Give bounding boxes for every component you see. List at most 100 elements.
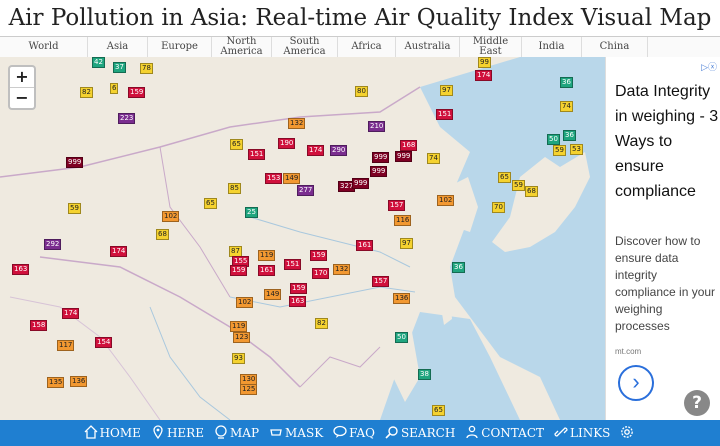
aqi-marker[interactable]: 82 — [80, 87, 93, 98]
aqi-marker[interactable]: 159 — [128, 87, 146, 98]
aqi-marker[interactable]: 68 — [156, 229, 169, 240]
aqi-marker[interactable]: 65 — [204, 198, 217, 209]
nav-item-australia[interactable]: Australia — [396, 37, 460, 57]
aqi-marker[interactable]: 36 — [452, 262, 465, 273]
aqi-marker[interactable]: 163 — [289, 296, 307, 307]
aqi-marker[interactable]: 292 — [44, 239, 62, 250]
aqi-marker[interactable]: 223 — [118, 113, 136, 124]
aqi-marker[interactable]: 116 — [394, 215, 412, 226]
aqi-marker[interactable]: 37 — [113, 62, 126, 73]
aqi-marker[interactable]: 157 — [388, 200, 406, 211]
aqi-marker[interactable]: 132 — [333, 264, 351, 275]
aqi-marker[interactable]: 102 — [437, 195, 455, 206]
aqi-marker[interactable]: 290 — [330, 145, 348, 156]
bottom-nav-map[interactable]: MAP — [214, 424, 259, 442]
aqi-marker[interactable]: 59 — [553, 145, 566, 156]
aqi-marker[interactable]: 135 — [47, 377, 65, 388]
aqi-marker[interactable]: 151 — [248, 149, 266, 160]
aqi-marker[interactable]: 159 — [310, 250, 328, 261]
aqi-marker[interactable]: 53 — [570, 144, 583, 155]
aqi-marker[interactable]: 174 — [62, 308, 80, 319]
aqi-marker[interactable]: 158 — [30, 320, 48, 331]
aqi-marker[interactable]: 74 — [560, 101, 573, 112]
bottom-nav-mask[interactable]: MASK — [269, 425, 323, 442]
aqi-marker[interactable]: 80 — [355, 86, 368, 97]
aqi-marker[interactable]: 117 — [57, 340, 75, 351]
aqi-marker[interactable]: 999 — [352, 178, 370, 189]
aqi-marker[interactable]: 125 — [240, 384, 258, 395]
aqi-marker[interactable]: 132 — [288, 118, 306, 129]
bottom-nav-contact[interactable]: CONTACT — [465, 425, 544, 442]
aqi-marker[interactable]: 136 — [70, 376, 88, 387]
aqi-marker[interactable]: 277 — [297, 185, 315, 196]
aqi-marker[interactable]: 38 — [418, 369, 431, 380]
ad-arrow-button[interactable]: › — [618, 365, 654, 401]
aqi-marker[interactable]: 102 — [236, 297, 254, 308]
aqi-marker[interactable]: 210 — [368, 121, 386, 132]
ad-headline[interactable]: Data Integrity in weighing - 3 Ways to e… — [615, 83, 719, 200]
aqi-marker[interactable]: 59 — [68, 203, 81, 214]
help-button[interactable]: ? — [684, 390, 710, 416]
aqi-marker[interactable]: 70 — [492, 202, 505, 213]
bottom-nav-home[interactable]: HOME — [84, 424, 141, 442]
aqi-marker[interactable]: 36 — [563, 130, 576, 141]
aqi-marker[interactable]: 159 — [290, 283, 308, 294]
ad-description[interactable]: Discover how to ensure data integrity co… — [615, 234, 716, 333]
nav-item-china[interactable]: China — [582, 37, 648, 57]
aqi-marker[interactable]: 149 — [264, 289, 282, 300]
aqi-marker[interactable]: 168 — [400, 140, 418, 151]
aqi-marker[interactable]: 154 — [95, 337, 113, 348]
aqi-marker[interactable]: 59 — [512, 180, 525, 191]
aqi-marker[interactable]: 78 — [140, 63, 153, 74]
aqi-marker[interactable]: 97 — [400, 238, 413, 249]
aqi-marker[interactable]: 136 — [393, 293, 411, 304]
zoom-out-button[interactable]: − — [10, 87, 34, 108]
nav-item-north-america[interactable]: North America — [212, 37, 272, 57]
aqi-marker[interactable]: 119 — [258, 250, 276, 261]
aqi-marker[interactable]: 65 — [498, 172, 511, 183]
aqi-marker[interactable]: 170 — [312, 268, 330, 279]
nav-item-south-america[interactable]: South America — [272, 37, 338, 57]
aqi-marker[interactable]: 190 — [278, 138, 296, 149]
aqi-marker[interactable]: 50 — [547, 134, 560, 145]
nav-item-asia[interactable]: Asia — [88, 37, 148, 57]
aqi-marker[interactable]: 151 — [436, 109, 454, 120]
aqi-marker[interactable]: 97 — [440, 85, 453, 96]
aqi-marker[interactable]: 174 — [307, 145, 325, 156]
aqi-marker[interactable]: 25 — [245, 207, 258, 218]
aqi-marker[interactable]: 93 — [232, 353, 245, 364]
aqi-marker[interactable]: 102 — [162, 211, 180, 222]
aqi-marker[interactable]: 157 — [372, 276, 390, 287]
aqi-marker[interactable]: 74 — [427, 153, 440, 164]
aqi-marker[interactable]: 50 — [395, 332, 408, 343]
nav-item-india[interactable]: India — [522, 37, 582, 57]
adchoices-icon[interactable]: ▷ⓧ — [701, 62, 717, 72]
nav-item-middle-east[interactable]: Middle East — [460, 37, 522, 57]
aqi-marker[interactable]: 999 — [66, 157, 84, 168]
aqi-marker[interactable]: 65 — [230, 139, 243, 150]
aqi-marker[interactable]: 161 — [258, 265, 276, 276]
aqi-marker[interactable]: 999 — [370, 166, 388, 177]
nav-item-europe[interactable]: Europe — [148, 37, 212, 57]
bottom-nav-links[interactable]: LINKS — [554, 425, 610, 442]
aqi-marker[interactable]: 159 — [230, 265, 248, 276]
aqi-marker[interactable]: 65 — [432, 405, 445, 416]
aqi-marker[interactable]: 149 — [283, 173, 301, 184]
aqi-marker[interactable]: 85 — [228, 183, 241, 194]
aqi-marker[interactable]: 42 — [92, 57, 105, 68]
aqi-marker[interactable]: 174 — [110, 246, 128, 257]
aqi-marker[interactable]: 151 — [284, 259, 302, 270]
aqi-marker[interactable]: 163 — [12, 264, 30, 275]
aqi-marker[interactable]: 6 — [110, 83, 119, 94]
nav-item-africa[interactable]: Africa — [338, 37, 396, 57]
aqi-marker[interactable]: 999 — [395, 151, 413, 162]
aqi-marker[interactable]: 119 — [230, 321, 248, 332]
aqi-marker[interactable]: 161 — [356, 240, 374, 251]
aqi-marker[interactable]: 36 — [560, 77, 573, 88]
aqi-marker[interactable]: 68 — [525, 186, 538, 197]
nav-item-world[interactable]: World — [0, 37, 88, 57]
bottom-nav-faq[interactable]: FAQ — [333, 425, 375, 442]
aqi-marker[interactable]: 999 — [372, 152, 390, 163]
bottom-nav-here[interactable]: HERE — [151, 424, 204, 442]
bottom-nav-settings[interactable] — [620, 425, 636, 442]
